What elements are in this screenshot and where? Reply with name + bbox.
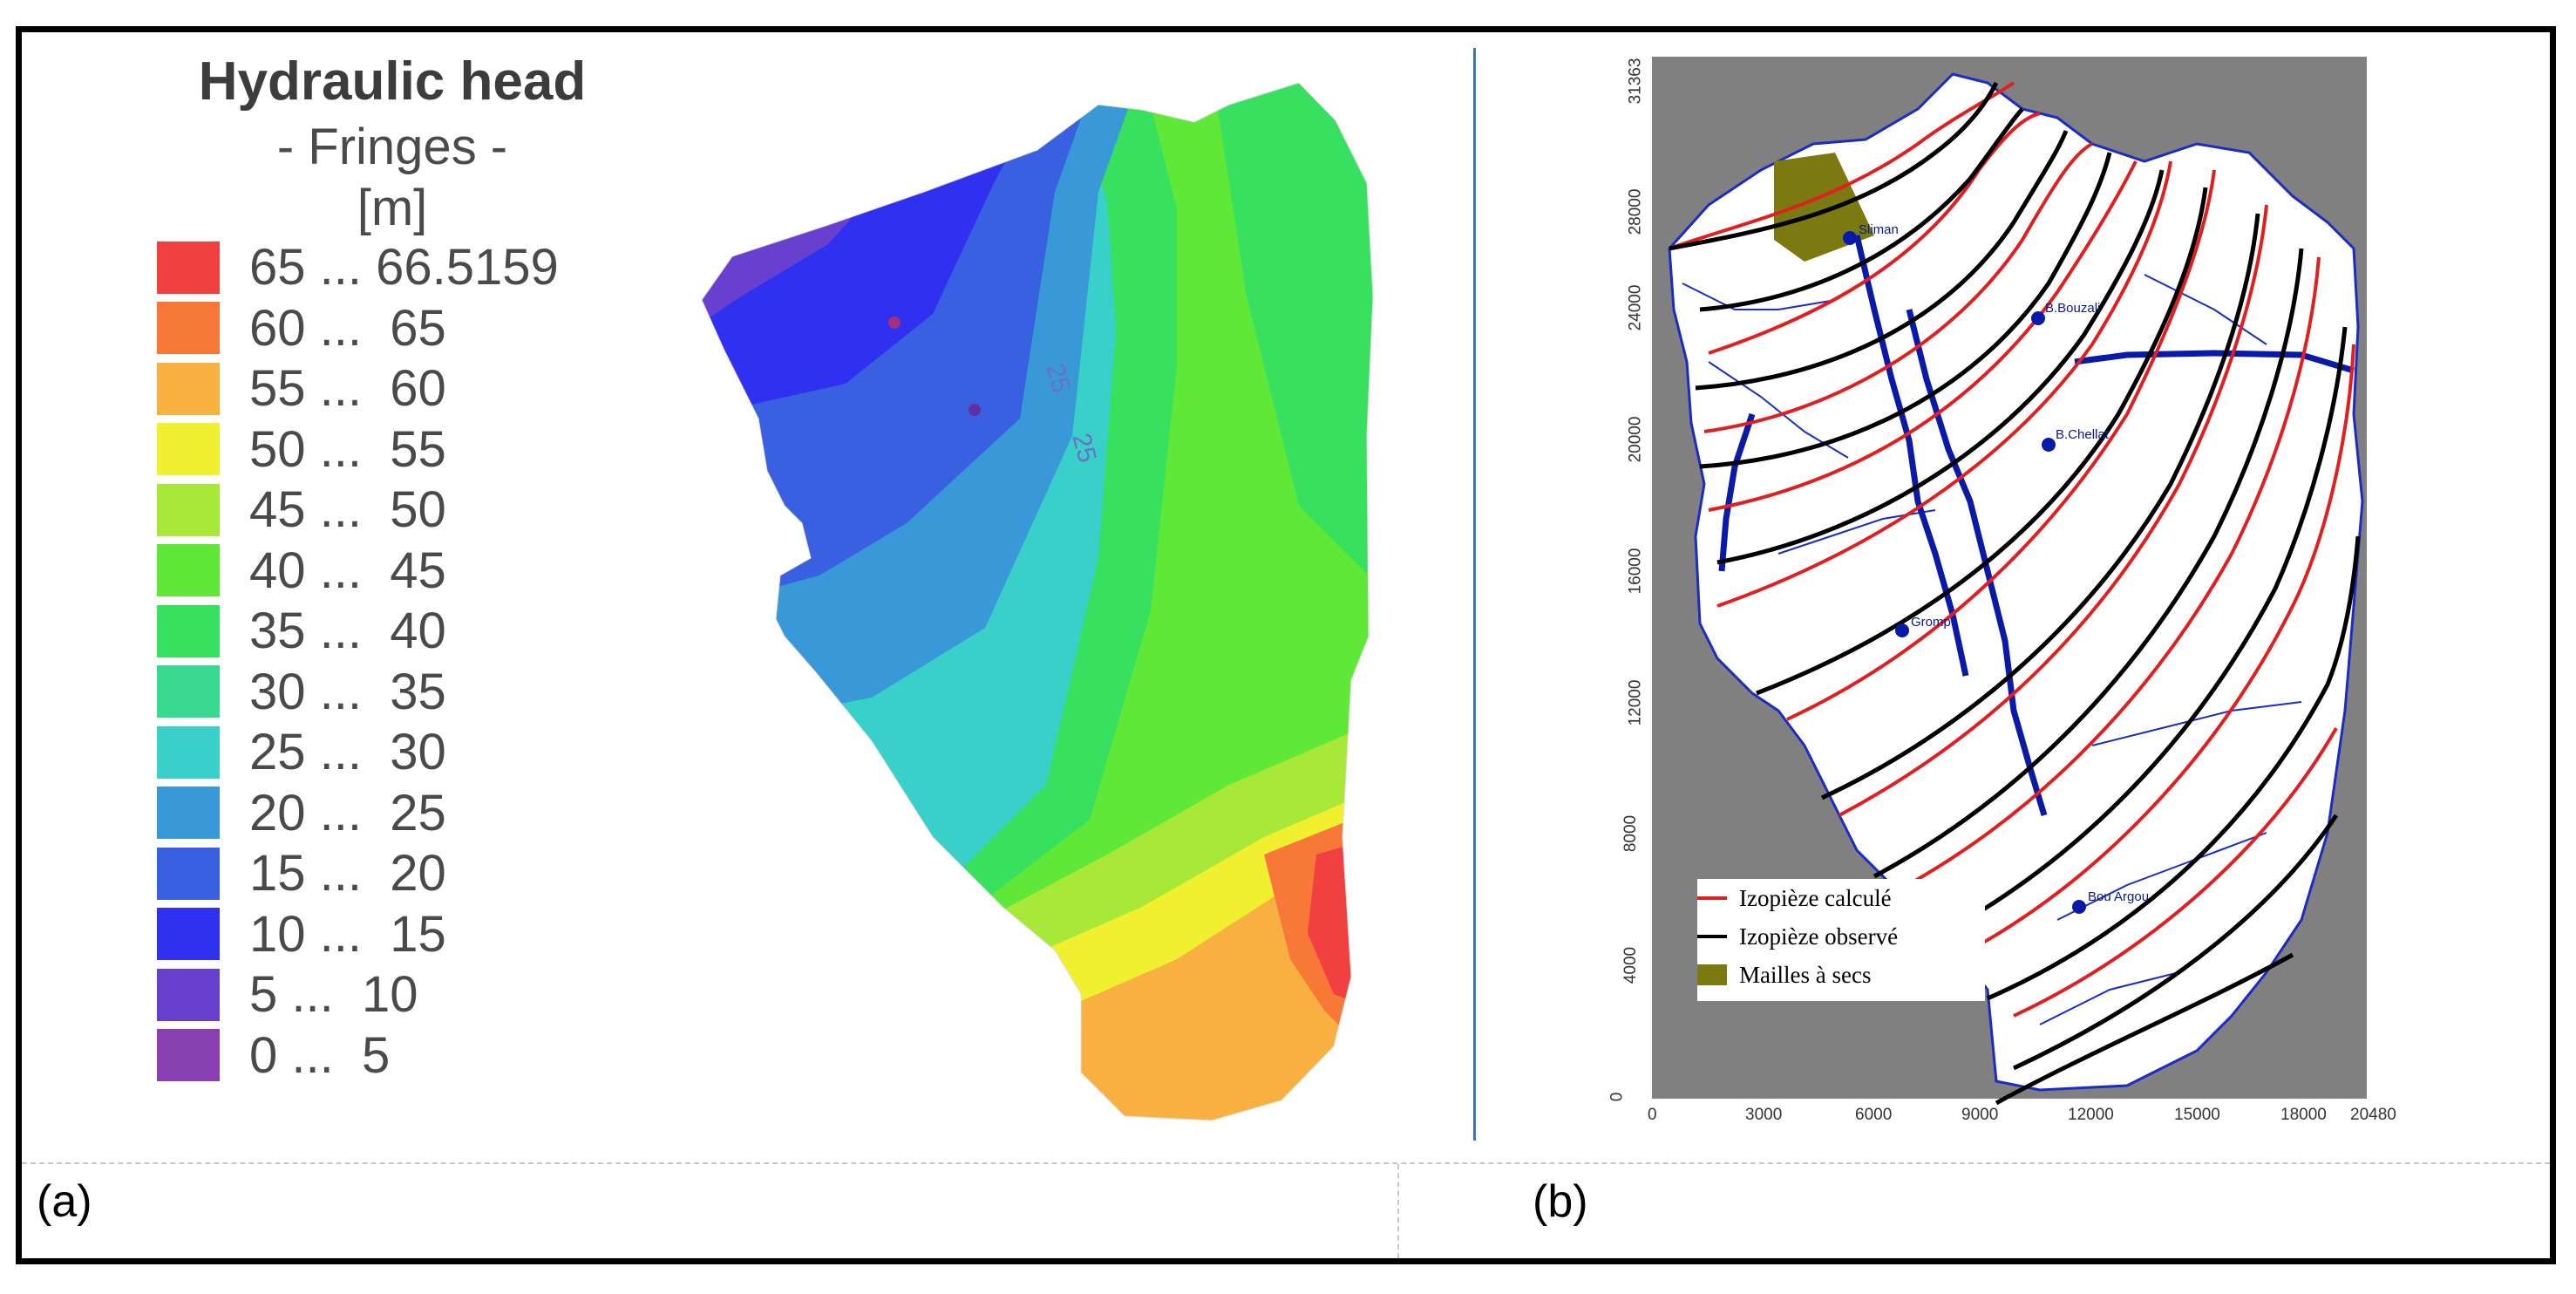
legend-swatch [157, 725, 220, 779]
x-tick-label: 3000 [1745, 1106, 1783, 1124]
legend-swatch [157, 604, 220, 657]
hydraulic-head-map: 25 25 [701, 82, 1374, 1121]
legend-row: 15 ... 20 [157, 843, 559, 904]
legend-row: 20 ... 25 [157, 783, 559, 844]
legend-swatch [157, 241, 220, 294]
legend-label: 30 ... 35 [249, 663, 446, 720]
caption-a: (a) [37, 1176, 92, 1227]
piezometric-model-map: Sliman B.Bouzali B.Chellat Gromp Bou Arg… [1652, 57, 2367, 1106]
main-rivers [1718, 235, 2355, 817]
y-tick-label: 0 [1607, 1092, 1627, 1102]
place-label: B.Chellat [2056, 427, 2110, 442]
legend-entry-calculated: Izopièze calculé [1697, 879, 1985, 917]
y-tick-label: 16000 [1626, 548, 1645, 595]
caption-b: (b) [1533, 1176, 1588, 1227]
legend-entry-dry-cells: Mailles à secs [1697, 956, 1985, 994]
legend-label: 20 ... 25 [249, 784, 446, 841]
model-domain [1668, 72, 2364, 1092]
legend-label: Mailles à secs [1739, 961, 1872, 988]
well-marker [969, 404, 981, 416]
place-label: Bou Argou [2088, 889, 2149, 904]
legend-row: 65 ... 66.5159 [157, 237, 559, 298]
y-tick-label: 4000 [1621, 946, 1641, 984]
black-line-icon [1697, 935, 1727, 938]
red-line-icon [1697, 896, 1727, 900]
well-marker [888, 317, 901, 329]
legend-label: 45 ... 50 [249, 481, 446, 539]
legend-row: 45 ... 50 [157, 480, 559, 541]
place-label: Sliman [1859, 222, 1899, 237]
legend-entry-observed: Izopièze observé [1697, 917, 1985, 956]
legend-swatch [157, 483, 220, 536]
place-label: Gromp [1911, 615, 1951, 630]
olive-patch-icon [1697, 964, 1727, 985]
legend-label: 0 ... 5 [249, 1026, 391, 1084]
legend-swatch [157, 847, 220, 900]
legend-list: 65 ... 66.5159 60 ... 65 55 ... 60 50 ... 5… [157, 237, 559, 1086]
legend-label: 50 ... 55 [249, 420, 446, 478]
legend-label: 60 ... 65 [249, 299, 446, 357]
legend-title: Hydraulic head [198, 51, 587, 112]
legend-row: 25 ... 30 [157, 722, 559, 783]
legend-label: 65 ... 66.5159 [249, 239, 559, 296]
legend-unit: [m] [357, 180, 428, 236]
legend-row: 60 ... 65 [157, 298, 559, 359]
legend-label: 25 ... 30 [249, 724, 446, 781]
region-outline [701, 82, 1374, 1121]
legend-row: 35 ... 40 [157, 601, 559, 662]
legend-row: 40 ... 45 [157, 541, 559, 602]
legend-swatch [157, 968, 220, 1021]
y-tick-label: 8000 [1621, 814, 1641, 853]
x-tick-label: 20480 [2350, 1106, 2396, 1124]
panel-divider [1473, 48, 1476, 1141]
legend-label: 40 ... 45 [249, 541, 446, 599]
legend-row: 5 ... 10 [157, 964, 559, 1025]
y-tick-label: 31363 [1626, 58, 1645, 105]
caption-divider [22, 1162, 2550, 1164]
legend-label: 5 ... 10 [249, 966, 418, 1024]
contour-fill [702, 83, 1373, 1120]
x-tick-label: 18000 [2280, 1106, 2327, 1124]
legend-swatch [157, 665, 220, 719]
calculated-isopieze [1669, 81, 2355, 1018]
legend-swatch [157, 362, 220, 415]
legend-label: 35 ... 40 [249, 603, 446, 660]
legend-swatch [157, 787, 220, 840]
place-markers [1843, 231, 2086, 914]
legend-row: 10 ... 15 [157, 904, 559, 965]
legend-label: Izopièze calculé [1739, 884, 1892, 911]
legend-swatch [157, 423, 220, 476]
legend-label: Izopièze observé [1739, 923, 1899, 950]
legend-swatch [157, 908, 220, 961]
observed-isopieze [1669, 81, 2361, 1106]
x-tick-label: 0 [1648, 1106, 1657, 1124]
y-tick-label: 20000 [1626, 416, 1645, 463]
legend-swatch [157, 544, 220, 597]
legend-row: 55 ... 60 [157, 358, 559, 419]
legend-subtitle: - Fringes - [276, 119, 508, 175]
y-tick-label: 28000 [1626, 188, 1645, 235]
legend-swatch [157, 302, 220, 355]
legend-label: 10 ... 15 [249, 905, 446, 963]
legend-row: 30 ... 35 [157, 662, 559, 723]
x-tick-label: 15000 [2174, 1106, 2220, 1124]
legend-row: 50 ... 55 [157, 419, 559, 480]
x-tick-label: 9000 [1961, 1106, 1999, 1124]
legend-swatch [157, 1029, 220, 1082]
y-tick-label: 24000 [1626, 284, 1645, 331]
y-tick-label: 12000 [1626, 679, 1645, 726]
caption-separator [1397, 1164, 1399, 1258]
model-legend: Izopièze calculé Izopièze observé Maille… [1697, 879, 1985, 1001]
x-tick-label: 6000 [1855, 1106, 1893, 1124]
legend-row: 0 ... 5 [157, 1025, 559, 1086]
legend-label: 15 ... 20 [249, 845, 446, 902]
place-label: B.Bouzali [2045, 301, 2100, 316]
legend-label: 55 ... 60 [249, 360, 446, 418]
x-tick-label: 12000 [2068, 1106, 2114, 1124]
